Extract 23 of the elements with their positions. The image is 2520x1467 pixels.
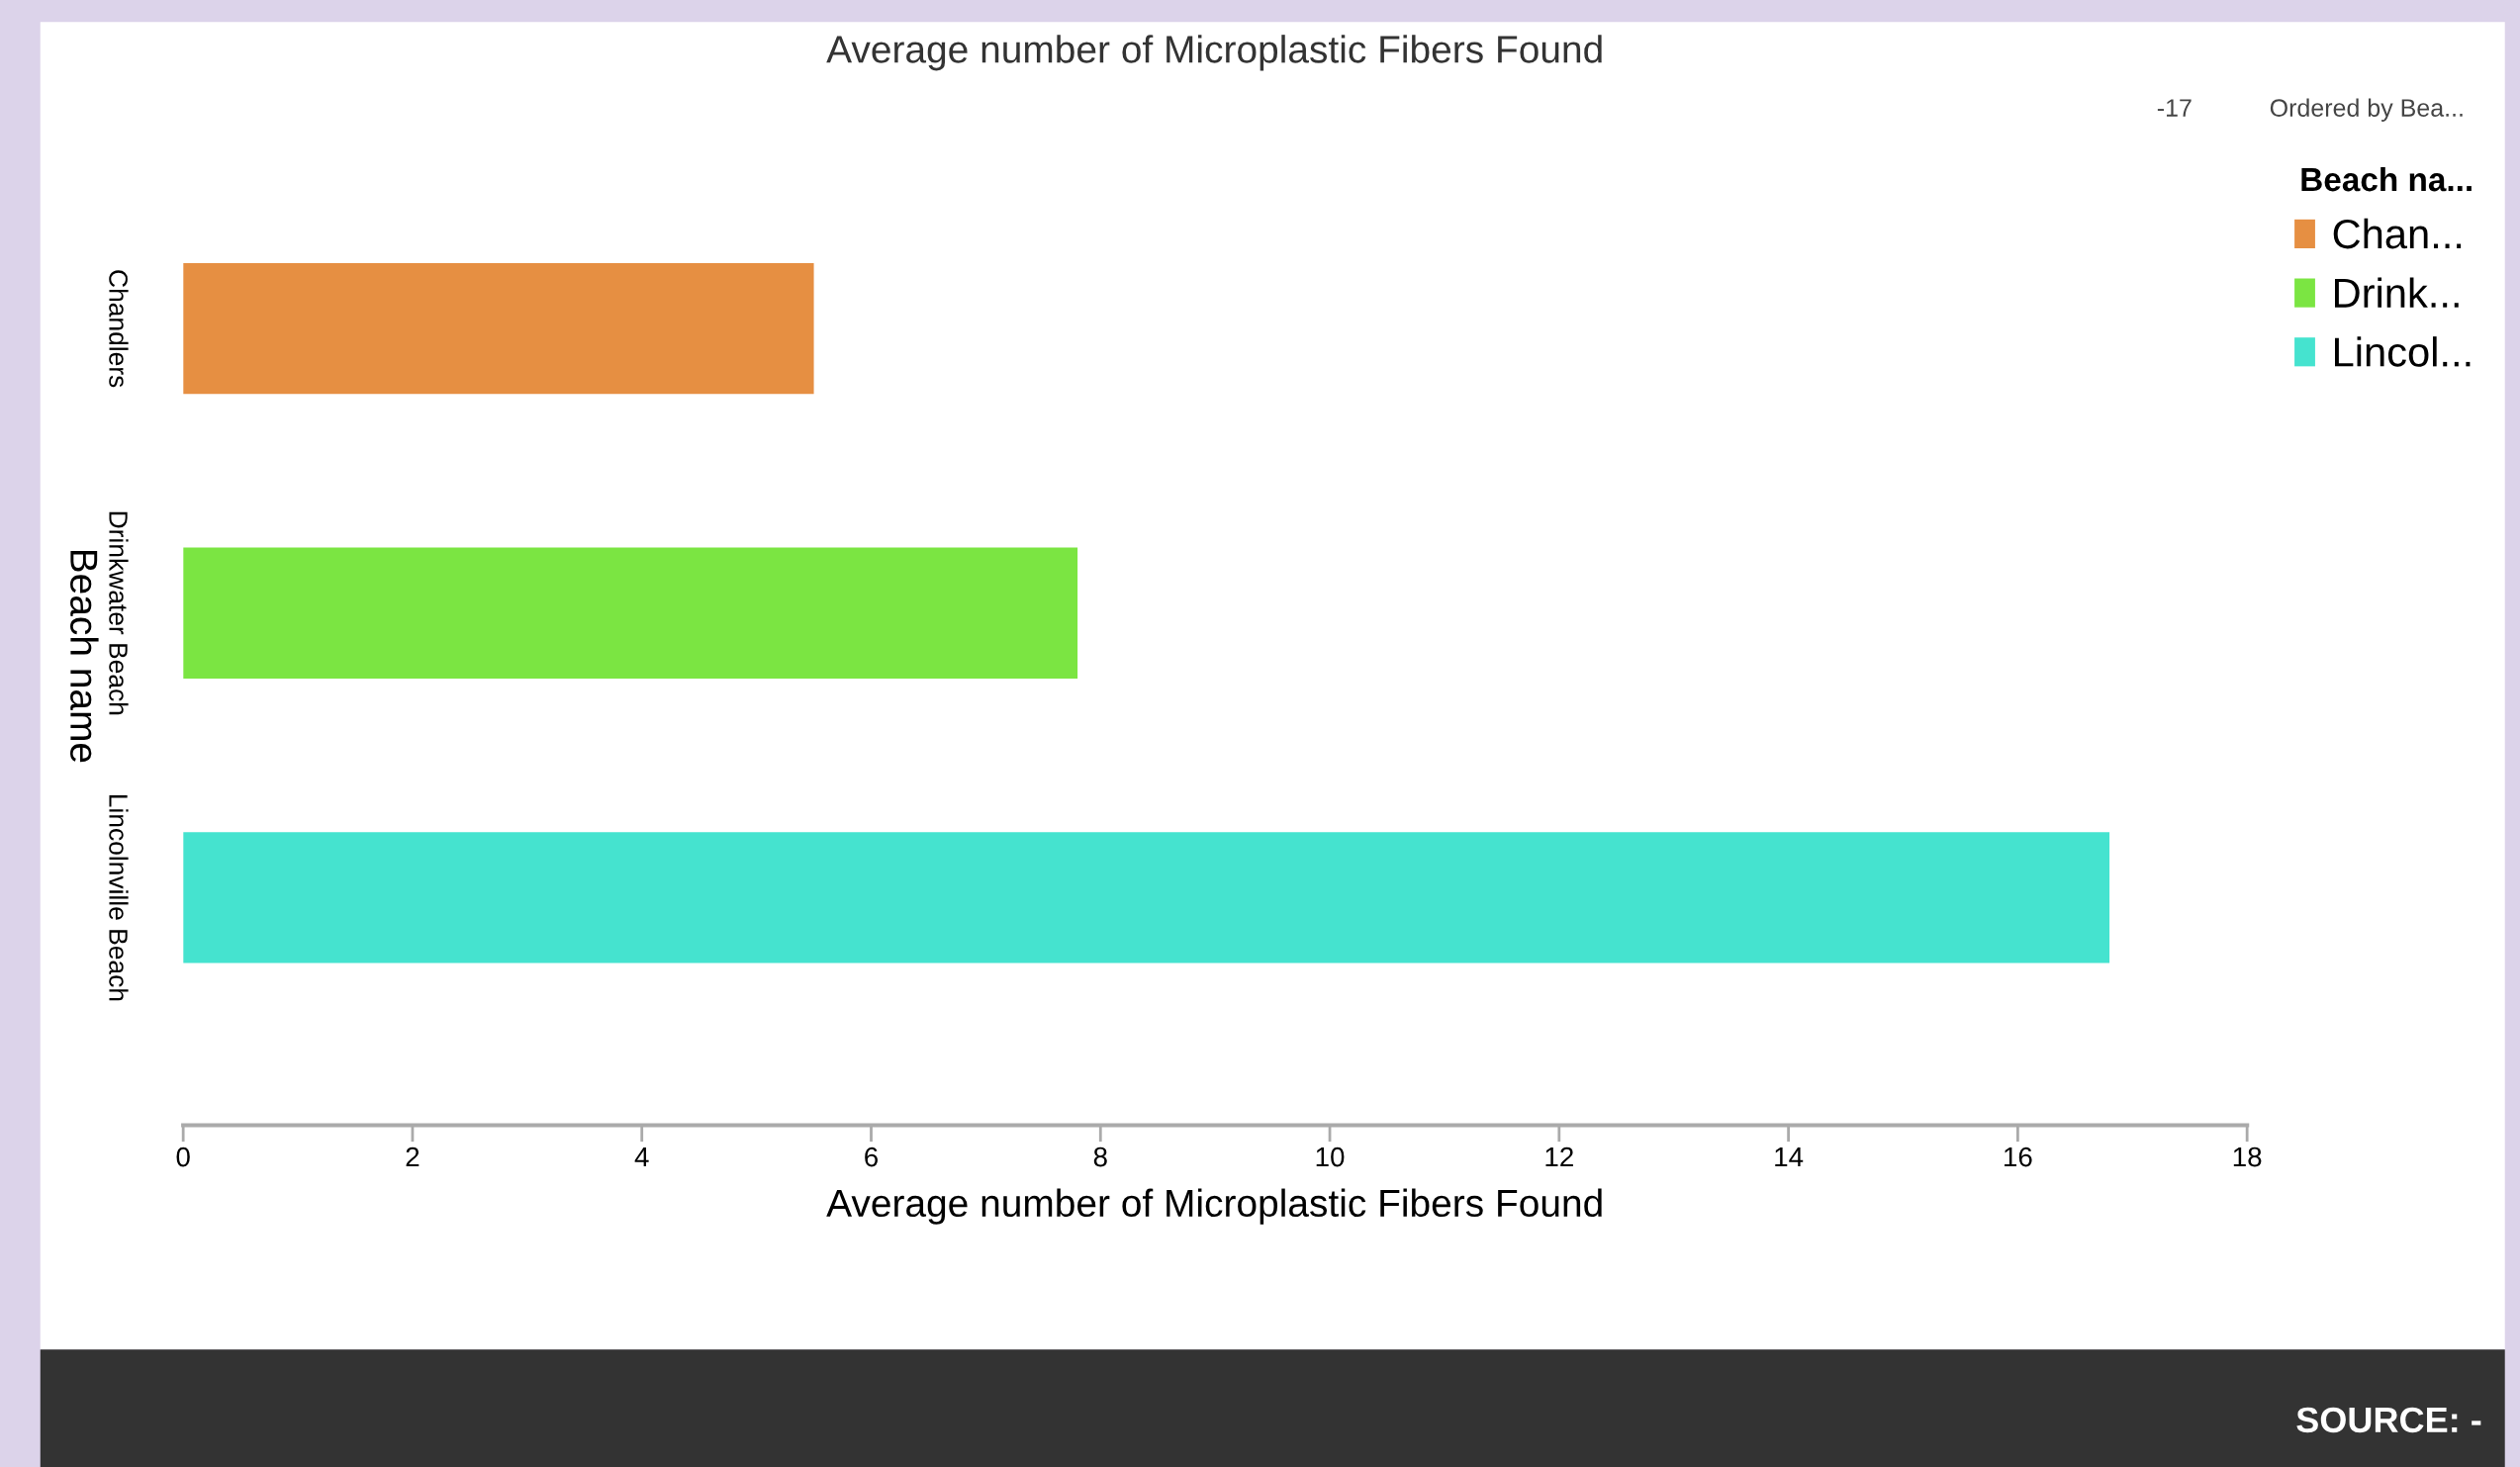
text: -17 — [2157, 99, 2192, 117]
x-tick-label: 10 — [1316, 1146, 1345, 1167]
x-tick-label: 8 — [1093, 1146, 1107, 1167]
x-tick-label: 0 — [176, 1146, 190, 1167]
x-tick-label: 4 — [634, 1147, 649, 1167]
legend-label: Lincol... — [2335, 336, 2471, 367]
y-axis-title: Beach name — [70, 550, 99, 763]
text: Ordered by Bea... — [2270, 98, 2463, 122]
legend-label: Drink... — [2335, 277, 2459, 308]
x-axis-title: Average number of Microplastic Fibers Found — [826, 1188, 1602, 1225]
x-tick-label: 6 — [865, 1146, 878, 1167]
x-tick-label: 12 — [1545, 1146, 1573, 1167]
legend-label: Chan... — [2333, 218, 2462, 249]
legend-title: Beach na... — [2301, 166, 2472, 192]
y-tick-label: Lincolnville Beach — [109, 794, 129, 1001]
x-tick-label: 18 — [2233, 1146, 2262, 1167]
chart-title: Average number of Microplastic Fibers Found — [826, 35, 1602, 71]
y-tick-label: Chandlers — [109, 270, 129, 388]
x-tick-label: 14 — [1775, 1147, 1804, 1167]
y-tick-label: Drinkwater Beach — [109, 511, 129, 715]
x-tick-label: 16 — [2005, 1146, 2032, 1167]
x-tick-label: 2 — [406, 1146, 420, 1167]
source-note: SOURCE: - — [2296, 1407, 2481, 1433]
